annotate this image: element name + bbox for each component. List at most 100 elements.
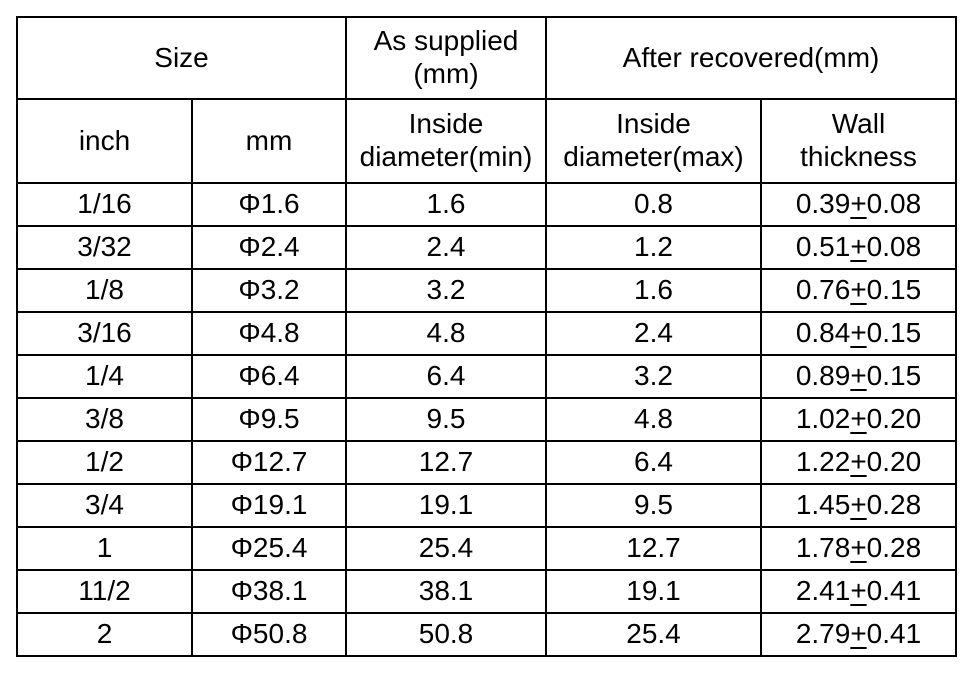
cell-supplied-id-min: 9.5 xyxy=(345,397,547,442)
table-row: 3/32 Φ2.4 2.4 1.2 0.51+0.08 xyxy=(16,225,957,270)
header-size: Size xyxy=(16,16,347,100)
cell-supplied-id-min: 4.8 xyxy=(345,311,547,356)
cell-wall-thickness: 1.02+0.20 xyxy=(760,397,957,442)
table-row: 2 Φ50.8 50.8 25.4 2.79+0.41 xyxy=(16,612,957,657)
cell-supplied-id-min: 1.6 xyxy=(345,182,547,227)
cell-recovered-id-max: 25.4 xyxy=(545,612,762,657)
wall-tolerance: 0.08 xyxy=(866,231,922,263)
cell-supplied-id-min: 25.4 xyxy=(345,526,547,571)
header-mm: mm xyxy=(191,98,347,184)
wall-tolerance: 0.15 xyxy=(866,274,922,306)
cell-recovered-id-max: 6.4 xyxy=(545,440,762,485)
table-row: 1/2 Φ12.7 12.7 6.4 1.22+0.20 xyxy=(16,440,957,485)
cell-wall-thickness: 0.89+0.15 xyxy=(760,354,957,399)
header-row-groups: Size As supplied (mm) After recovered(mm… xyxy=(16,16,957,100)
cell-inch: 3/16 xyxy=(16,311,193,356)
plus-minus-symbol: + xyxy=(850,618,867,650)
header-inside-diameter-max: Inside diameter(max) xyxy=(545,98,762,184)
cell-supplied-id-min: 2.4 xyxy=(345,225,547,270)
wall-tolerance: 0.08 xyxy=(866,188,922,220)
wall-tolerance: 0.28 xyxy=(866,489,922,521)
cell-recovered-id-max: 2.4 xyxy=(545,311,762,356)
cell-mm: Φ6.4 xyxy=(191,354,347,399)
table-row: 1 Φ25.4 25.4 12.7 1.78+0.28 xyxy=(16,526,957,571)
plus-minus-symbol: + xyxy=(850,489,867,521)
cell-mm: Φ2.4 xyxy=(191,225,347,270)
cell-inch: 3/4 xyxy=(16,483,193,528)
cell-inch: 1/4 xyxy=(16,354,193,399)
cell-mm: Φ9.5 xyxy=(191,397,347,442)
cell-mm: Φ3.2 xyxy=(191,268,347,313)
plus-minus-symbol: + xyxy=(850,274,867,306)
cell-inch: 1/16 xyxy=(16,182,193,227)
wall-base: 0.76 xyxy=(795,274,851,306)
table-row: 3/4 Φ19.1 19.1 9.5 1.45+0.28 xyxy=(16,483,957,528)
cell-wall-thickness: 0.51+0.08 xyxy=(760,225,957,270)
cell-wall-thickness: 1.45+0.28 xyxy=(760,483,957,528)
cell-mm: Φ19.1 xyxy=(191,483,347,528)
cell-wall-thickness: 0.76+0.15 xyxy=(760,268,957,313)
plus-minus-symbol: + xyxy=(850,532,867,564)
wall-base: 2.41 xyxy=(795,575,851,607)
cell-mm: Φ50.8 xyxy=(191,612,347,657)
cell-supplied-id-min: 3.2 xyxy=(345,268,547,313)
header-row-columns: inch mm Inside diameter(min) Inside diam… xyxy=(16,98,957,184)
cell-inch: 2 xyxy=(16,612,193,657)
cell-wall-thickness: 1.78+0.28 xyxy=(760,526,957,571)
wall-base: 1.78 xyxy=(795,532,851,564)
cell-inch: 1/2 xyxy=(16,440,193,485)
cell-mm: Φ38.1 xyxy=(191,569,347,614)
cell-supplied-id-min: 50.8 xyxy=(345,612,547,657)
wall-base: 2.79 xyxy=(795,618,851,650)
cell-recovered-id-max: 9.5 xyxy=(545,483,762,528)
cell-recovered-id-max: 19.1 xyxy=(545,569,762,614)
cell-wall-thickness: 0.84+0.15 xyxy=(760,311,957,356)
cell-inch: 1 xyxy=(16,526,193,571)
wall-tolerance: 0.15 xyxy=(866,317,922,349)
cell-wall-thickness: 0.39+0.08 xyxy=(760,182,957,227)
header-inch: inch xyxy=(16,98,193,184)
table-row: 1/8 Φ3.2 3.2 1.6 0.76+0.15 xyxy=(16,268,957,313)
wall-tolerance: 0.20 xyxy=(866,403,922,435)
table-row: 11/2 Φ38.1 38.1 19.1 2.41+0.41 xyxy=(16,569,957,614)
size-specification-table: Size As supplied (mm) After recovered(mm… xyxy=(16,16,957,657)
plus-minus-symbol: + xyxy=(850,231,867,263)
wall-base: 1.02 xyxy=(795,403,851,435)
header-inside-diameter-min: Inside diameter(min) xyxy=(345,98,547,184)
table-row: 3/16 Φ4.8 4.8 2.4 0.84+0.15 xyxy=(16,311,957,356)
cell-inch: 3/8 xyxy=(16,397,193,442)
cell-recovered-id-max: 12.7 xyxy=(545,526,762,571)
cell-inch: 3/32 xyxy=(16,225,193,270)
wall-tolerance: 0.20 xyxy=(866,446,922,478)
cell-supplied-id-min: 19.1 xyxy=(345,483,547,528)
cell-supplied-id-min: 6.4 xyxy=(345,354,547,399)
cell-mm: Φ25.4 xyxy=(191,526,347,571)
cell-supplied-id-min: 38.1 xyxy=(345,569,547,614)
wall-base: 1.22 xyxy=(795,446,851,478)
wall-base: 0.51 xyxy=(795,231,851,263)
wall-tolerance: 0.15 xyxy=(866,360,922,392)
plus-minus-symbol: + xyxy=(850,360,867,392)
wall-tolerance: 0.28 xyxy=(866,532,922,564)
cell-inch: 1/8 xyxy=(16,268,193,313)
plus-minus-symbol: + xyxy=(850,317,867,349)
cell-recovered-id-max: 1.2 xyxy=(545,225,762,270)
wall-base: 0.89 xyxy=(795,360,851,392)
cell-inch: 11/2 xyxy=(16,569,193,614)
wall-base: 0.39 xyxy=(795,188,851,220)
table-row: 3/8 Φ9.5 9.5 4.8 1.02+0.20 xyxy=(16,397,957,442)
wall-base: 0.84 xyxy=(795,317,851,349)
header-as-supplied: As supplied (mm) xyxy=(345,16,547,100)
cell-mm: Φ4.8 xyxy=(191,311,347,356)
cell-mm: Φ12.7 xyxy=(191,440,347,485)
cell-recovered-id-max: 0.8 xyxy=(545,182,762,227)
cell-recovered-id-max: 3.2 xyxy=(545,354,762,399)
wall-tolerance: 0.41 xyxy=(866,618,922,650)
wall-base: 1.45 xyxy=(795,489,851,521)
plus-minus-symbol: + xyxy=(850,575,867,607)
cell-wall-thickness: 2.41+0.41 xyxy=(760,569,957,614)
header-wall-thickness: Wall thickness xyxy=(760,98,957,184)
plus-minus-symbol: + xyxy=(850,403,867,435)
wall-tolerance: 0.41 xyxy=(866,575,922,607)
